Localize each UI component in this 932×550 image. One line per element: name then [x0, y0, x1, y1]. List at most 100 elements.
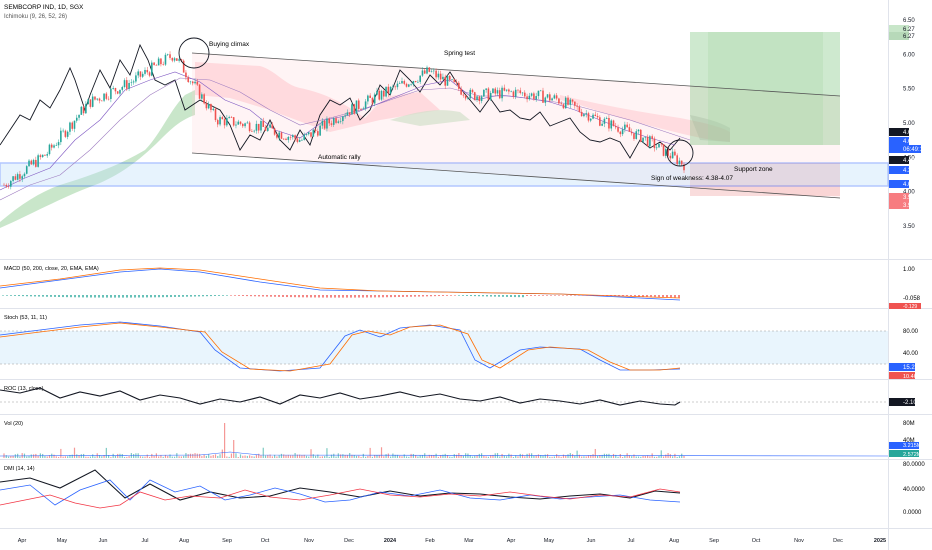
volume-bar [487, 456, 490, 458]
volume-bar [76, 454, 78, 458]
cloud-red-1 [195, 62, 440, 132]
volume-bar [326, 448, 328, 458]
time-tick: Apr [507, 538, 516, 544]
candle [80, 106, 83, 115]
volume-bar [596, 455, 599, 458]
volume-bar [656, 456, 658, 458]
price-tick: 4.50 [903, 155, 915, 161]
candle [21, 176, 23, 179]
volume-bar [424, 453, 426, 458]
weakness-circle [666, 139, 694, 167]
candle [446, 75, 449, 86]
candle [5, 184, 8, 187]
macd-bar [182, 295, 184, 297]
volume-bar [492, 454, 494, 458]
macd-bar [546, 295, 548, 296]
macd-bar [42, 295, 44, 297]
volume-bar [467, 453, 469, 458]
volume-bar [110, 456, 112, 458]
candle [435, 70, 437, 78]
candle [512, 91, 515, 97]
candle [317, 131, 319, 136]
candle [110, 88, 112, 99]
candle [362, 108, 365, 110]
volume-bar [374, 455, 376, 458]
volume-bar [385, 454, 387, 458]
macd-bar [486, 295, 488, 297]
volume-bar [369, 447, 371, 458]
volume-bar [274, 454, 276, 458]
volume-bar [433, 455, 435, 458]
candle [624, 124, 626, 130]
roc-value: -2.10 [903, 400, 917, 406]
volume-bar [562, 454, 565, 458]
volume-bar [137, 453, 139, 458]
candle [574, 101, 576, 106]
candle [64, 130, 67, 137]
candle [603, 118, 606, 124]
volume-bar [258, 453, 260, 458]
macd-bar [538, 295, 540, 296]
volume-bar [508, 453, 510, 458]
volume-bar [446, 455, 449, 458]
volume-bar [403, 454, 405, 458]
macd-bar [46, 295, 48, 297]
candle [162, 64, 164, 65]
candle [267, 127, 269, 131]
candle [378, 90, 381, 100]
candle [30, 160, 33, 165]
macd-label: MACD (50, 200, close, 20, EMA, EMA) [4, 266, 99, 272]
candle [612, 120, 615, 126]
candle [558, 98, 560, 104]
volume-bar [442, 454, 444, 458]
volume-bar [571, 454, 574, 458]
candle [201, 94, 203, 99]
macd-bar [318, 295, 320, 298]
volume-bar [82, 453, 85, 458]
volume-bar [474, 455, 476, 458]
candle [196, 81, 199, 85]
volume-bar [244, 455, 246, 458]
stop-zone-red [690, 163, 840, 196]
candle [189, 81, 192, 83]
macd-bar [350, 295, 352, 298]
macd-bar [654, 295, 656, 297]
candle [658, 143, 660, 148]
macd-bar [74, 295, 76, 298]
candle [587, 113, 590, 121]
volume-bar [146, 454, 148, 458]
time-axis[interactable]: Apr May Jun Jul Aug Sep Oct Nov Dec 2024 Feb Mar Apr… [18, 538, 886, 544]
candle [237, 121, 240, 125]
vol-tick-40: 40M [903, 438, 915, 444]
candle [626, 124, 628, 128]
volume-bar [167, 456, 169, 458]
candle [494, 88, 497, 94]
volume-bar [92, 454, 94, 458]
candle [642, 137, 644, 142]
volume-bar [278, 455, 280, 458]
volume-bar [387, 453, 389, 458]
dmi-plus [0, 479, 681, 506]
price-axis[interactable]: 6.50 6.00 5.50 5.00 4.50 4.00 3.50 [903, 18, 915, 230]
macd-bar [550, 295, 552, 296]
volume-bar [285, 455, 287, 458]
volume-bar [662, 456, 665, 458]
candle [114, 88, 117, 92]
support-zone-box [0, 162, 889, 187]
macd-bar [94, 295, 96, 298]
candle [41, 154, 44, 158]
price-badge-value: 06:49:15 [903, 147, 927, 153]
volume-bar [451, 456, 453, 458]
time-tick: Sep [222, 538, 232, 544]
candle [464, 95, 467, 99]
volume-bar [192, 453, 194, 458]
candle [676, 155, 678, 165]
macd-tick: 1.00 [903, 267, 915, 273]
volume-bar [669, 454, 671, 458]
volume-bar [155, 453, 157, 458]
volume-bar [164, 454, 167, 458]
volume-bar [560, 456, 562, 458]
volume-bar [635, 456, 637, 458]
candle [71, 122, 74, 129]
